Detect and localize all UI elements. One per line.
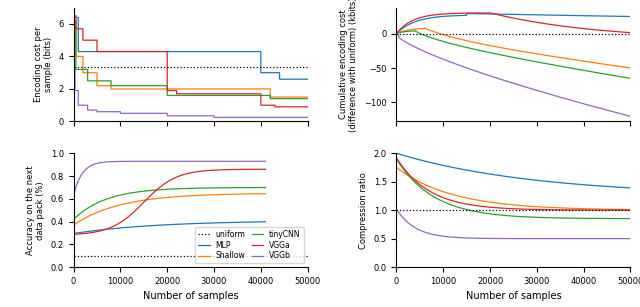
- Y-axis label: Encoding cost per
sample (bits): Encoding cost per sample (bits): [33, 27, 53, 102]
- Y-axis label: Compression ratio: Compression ratio: [359, 172, 368, 249]
- Legend: uniform, MLP, Shallow, tinyCNN, VGGa, VGGb: uniform, MLP, Shallow, tinyCNN, VGGa, VG…: [195, 227, 304, 263]
- X-axis label: Number of samples: Number of samples: [143, 291, 238, 301]
- Y-axis label: Cumulative encoding cost
(difference with uniform) (kbits): Cumulative encoding cost (difference wit…: [339, 0, 358, 132]
- Y-axis label: Accuracy on the next
data pack (%): Accuracy on the next data pack (%): [26, 165, 45, 255]
- X-axis label: Number of samples: Number of samples: [466, 291, 561, 301]
